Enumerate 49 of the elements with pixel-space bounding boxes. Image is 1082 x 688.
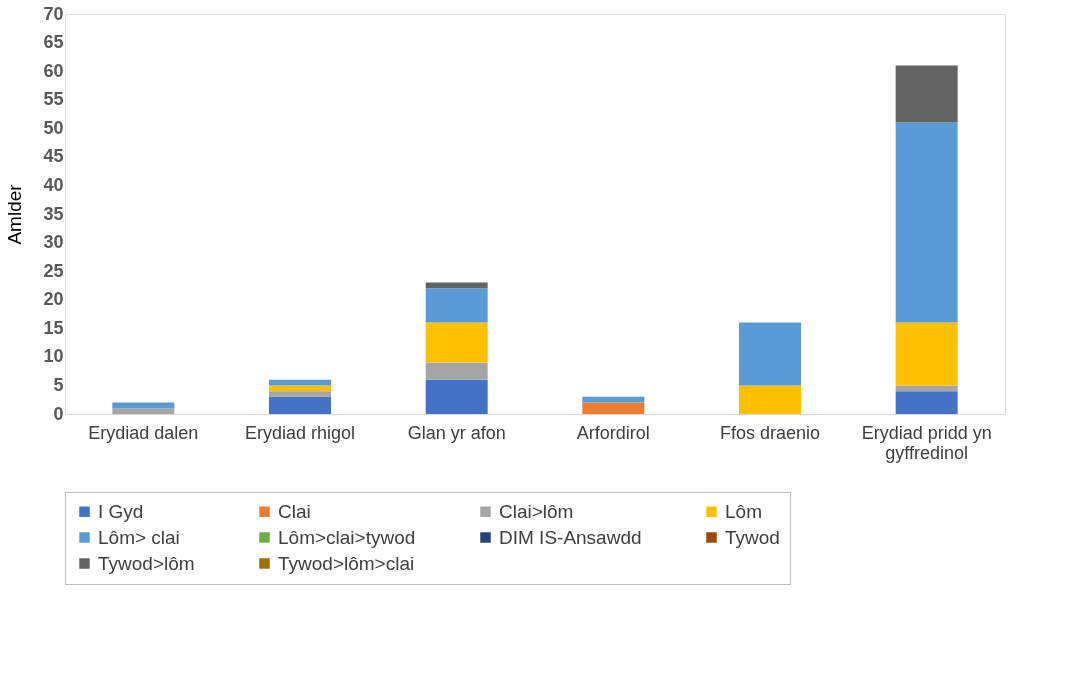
bar — [895, 385, 958, 392]
x-tick-label: Glan yr afon — [407, 422, 506, 443]
bar — [425, 288, 488, 323]
x-tick-label: Erydiad rhigol — [244, 422, 356, 443]
y-tick-label: 50 — [43, 117, 64, 138]
y-tick-label: 70 — [43, 3, 64, 24]
bar — [112, 408, 175, 414]
bar — [582, 396, 645, 403]
y-tick-label: 65 — [43, 32, 64, 53]
bar — [895, 122, 958, 323]
bar — [425, 362, 488, 380]
legend-label: Tywod — [725, 526, 780, 548]
y-tick-label: 15 — [43, 317, 64, 338]
y-tick-label: 55 — [43, 89, 64, 110]
legend-label: Lôm> clai — [98, 526, 180, 548]
legend-label: Lôm — [725, 500, 762, 522]
y-tick-label: 30 — [43, 232, 64, 253]
legend-label: Clai — [278, 500, 311, 522]
legend-label: DIM IS-Ansawdd — [499, 526, 642, 548]
bar — [739, 385, 801, 414]
y-tick-label: 20 — [43, 289, 64, 310]
x-tick-label: Erydiad pridd yn gyffredinol — [861, 422, 992, 463]
legend-label: Clai>lôm — [499, 500, 574, 522]
legend-label: Tywod>lôm — [98, 552, 195, 574]
x-tick-label: Ffos draenio — [719, 422, 821, 443]
bar — [425, 379, 488, 414]
y-tick-label: 60 — [43, 60, 64, 81]
legend-label: Tywod>lôm>clai — [278, 552, 415, 574]
bar — [895, 65, 958, 123]
y-tick-label: 10 — [43, 346, 64, 367]
y-tick-label: 5 — [53, 374, 64, 395]
bar — [269, 391, 331, 397]
y-tick-label: 25 — [43, 260, 64, 281]
y-tick-label: 35 — [43, 203, 64, 224]
legend-label: Lôm>clai>tywod — [278, 526, 416, 548]
bar — [895, 322, 958, 386]
bar — [425, 322, 488, 363]
bar — [739, 322, 801, 386]
y-axis-title: Amlder — [4, 183, 26, 245]
legend-label: I Gyd — [98, 500, 144, 522]
bar — [269, 385, 331, 392]
x-tick-label: Erydiad dalen — [88, 422, 199, 443]
y-tick-label: 40 — [43, 174, 64, 195]
bar — [582, 402, 645, 414]
bar — [269, 396, 331, 414]
y-tick-label: 0 — [53, 403, 64, 424]
y-tick-label: 45 — [43, 146, 64, 167]
x-tick-label: Arfordirol — [576, 422, 650, 443]
bar — [895, 391, 958, 414]
